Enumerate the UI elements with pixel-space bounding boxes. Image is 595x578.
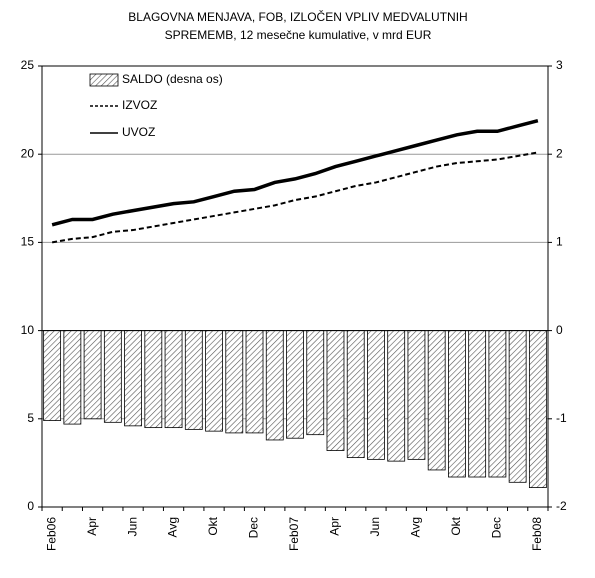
y2-tick-label: 3 (556, 58, 563, 72)
legend-label: IZVOZ (122, 98, 157, 112)
chart-title: SPREMEMB, 12 mesečne kumulative, v mrd E… (165, 28, 432, 42)
x-tick-label: Jun (125, 517, 139, 536)
bar (184, 330, 203, 430)
bar (164, 330, 183, 429)
bar (43, 330, 62, 421)
bar (326, 330, 345, 451)
bar (124, 330, 142, 427)
x-tick-label: Apr (328, 517, 342, 536)
y2-tick-label: -1 (556, 411, 567, 425)
y2-tick-label: -2 (556, 499, 567, 513)
plot-frame (41, 65, 549, 508)
y2-tick-label: 1 (556, 235, 563, 249)
x-tick-label: Feb08 (530, 517, 544, 551)
bar (448, 330, 466, 478)
x-tick-label: Feb06 (44, 517, 58, 551)
bar (63, 330, 82, 425)
bar (528, 330, 547, 488)
bar (488, 330, 507, 478)
x-tick-label: Dec (490, 517, 504, 538)
y-tick-label: 15 (21, 235, 35, 249)
y-tick-label: 0 (27, 499, 34, 513)
chart-title: BLAGOVNA MENJAVA, FOB, IZLOČEN VPLIV MED… (128, 9, 467, 24)
bar (225, 330, 244, 434)
bar (468, 330, 487, 478)
y-tick-label: 25 (21, 58, 35, 72)
legend-label: UVOZ (122, 125, 155, 139)
x-tick-label: Avg (166, 517, 180, 537)
x-tick-label: Okt (206, 516, 220, 535)
x-tick-label: Dec (247, 517, 261, 538)
bar (245, 330, 264, 434)
bar (103, 330, 122, 423)
x-tick-label: Apr (85, 517, 99, 536)
y2-tick-label: 2 (556, 146, 563, 160)
bar (367, 330, 385, 460)
x-tick-label: Jun (368, 517, 382, 536)
x-tick-label: Avg (409, 517, 423, 537)
bar (407, 330, 426, 460)
legend-label: SALDO (desna os) (122, 72, 223, 86)
bar (286, 330, 304, 439)
y2-tick-label: 0 (556, 323, 563, 337)
line-series (51, 118, 539, 227)
y-tick-label: 10 (21, 323, 35, 337)
bar (508, 330, 527, 483)
legend-swatch (89, 73, 119, 87)
bar (265, 330, 284, 441)
bar (387, 330, 406, 462)
line-series (51, 151, 539, 244)
bar (427, 330, 446, 471)
y-tick-label: 5 (27, 411, 34, 425)
bar (144, 330, 163, 429)
x-tick-label: Okt (449, 516, 463, 535)
bar (346, 330, 365, 459)
bar (83, 330, 102, 420)
bar (306, 330, 325, 436)
x-tick-label: Feb07 (287, 517, 301, 551)
y-tick-label: 20 (21, 146, 35, 160)
bar (205, 330, 223, 432)
